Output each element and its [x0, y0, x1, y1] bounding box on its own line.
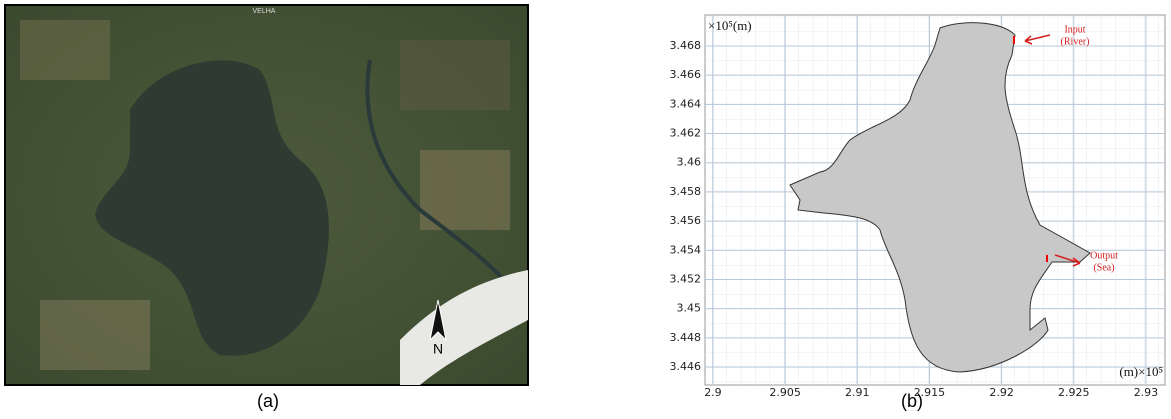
north-label: N — [433, 341, 443, 357]
x-tick-label: 2.925 — [1058, 386, 1090, 399]
figure: N VELHA (a) Input (River) Output (Sea) ×… — [0, 0, 1171, 414]
x-tick-label: 2.9 — [704, 386, 722, 399]
caption: (a) — [257, 391, 279, 411]
x-tick-label: 2.91 — [845, 386, 870, 399]
annotation: Output — [1090, 250, 1118, 261]
x-tick-label: 2.93 — [1134, 386, 1159, 399]
y-tick-label: 3.454 — [670, 243, 702, 256]
y-tick-label: 3.466 — [670, 68, 702, 81]
y-tick-label: 3.46 — [677, 156, 702, 169]
x-tick-label: 2.915 — [914, 386, 946, 399]
y-tick-label: 3.45 — [677, 302, 702, 315]
satellite-image: N VELHA — [5, 5, 528, 385]
y-axis-label: ×10⁵(m) — [708, 18, 752, 33]
y-tick-label: 3.456 — [670, 214, 702, 227]
x-axis-label: (m)×10⁵ — [1119, 364, 1163, 379]
y-tick-label: 3.464 — [670, 97, 702, 110]
page: {"panel_a": {"caption": "(a)", "map_labe… — [0, 0, 1171, 414]
annotation: (Sea) — [1093, 262, 1114, 273]
y-tick-label: 3.448 — [670, 331, 702, 344]
y-tick-label: 3.462 — [670, 127, 702, 140]
y-tick-label: 3.468 — [670, 39, 702, 52]
x-tick-label: 2.905 — [769, 386, 801, 399]
y-tick-label: 3.452 — [670, 272, 702, 285]
annotation: (River) — [1061, 36, 1090, 47]
annotation: Input — [1064, 24, 1085, 35]
map-label: VELHA — [253, 8, 276, 15]
y-tick-label: 3.458 — [670, 185, 702, 198]
x-tick-label: 2.92 — [989, 386, 1014, 399]
y-tick-label: 3.446 — [670, 360, 702, 373]
